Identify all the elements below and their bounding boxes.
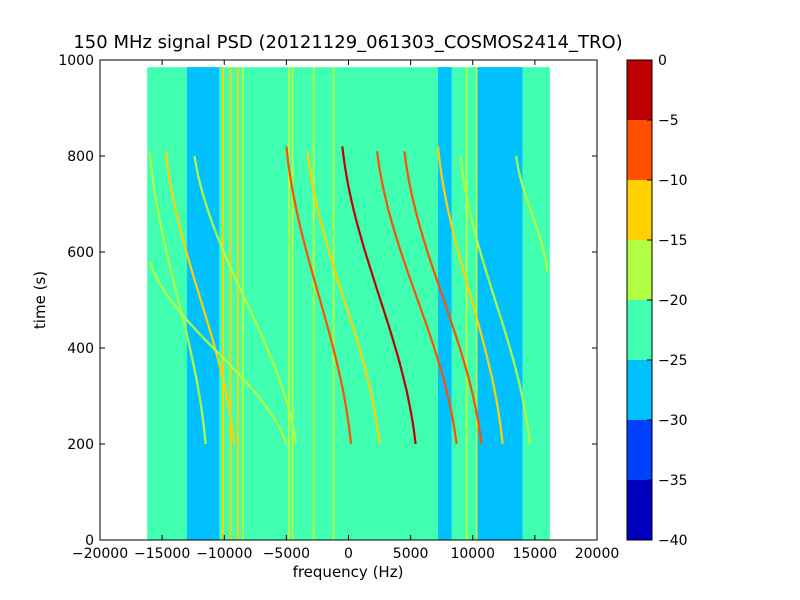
- colorbar-band-0: [627, 480, 652, 540]
- spectrogram: [147, 67, 550, 540]
- doppler-track-8: [148, 261, 288, 445]
- x-tick-label: 20000: [575, 546, 620, 562]
- colorbar-tick-label: −35: [658, 473, 688, 489]
- colorbar-tick-label: −10: [658, 173, 688, 189]
- x-tick-label: 10000: [450, 546, 495, 562]
- colorbar: −40 −35 −30 −25 −20 −15 −10 −5 0: [626, 53, 688, 549]
- doppler-track-4: [403, 151, 483, 445]
- doppler-track-9: [193, 155, 298, 445]
- y-axis-label: time (s): [31, 271, 49, 329]
- colorbar-tick-label: −20: [658, 293, 688, 309]
- doppler-track-7: [148, 151, 207, 445]
- x-tick-label: −5000: [263, 546, 310, 562]
- psd-region-4: [475, 67, 508, 540]
- colorbar-tick-label: −40: [658, 533, 688, 549]
- y-tick-label: 800: [67, 149, 94, 165]
- doppler-track-10: [515, 155, 549, 272]
- x-tick-label: −20000: [72, 546, 128, 562]
- chart-title: 150 MHz signal PSD (20121129_061303_COSM…: [73, 32, 622, 53]
- x-tick-label: 15000: [513, 546, 558, 562]
- colorbar-tick-label: −25: [658, 353, 688, 369]
- doppler-track-5: [436, 146, 504, 445]
- x-axis: −20000 −15000 −10000 −5000 0 5000 10000 15000 20…: [72, 60, 619, 562]
- x-axis-label: frequency (Hz): [293, 563, 404, 581]
- psd-region-2: [208, 67, 220, 540]
- doppler-track-6: [164, 151, 236, 445]
- x-tick-label: 5000: [393, 546, 429, 562]
- doppler-track-0: [285, 146, 353, 445]
- colorbar-band-1: [627, 420, 652, 480]
- x-tick-label: 0: [344, 546, 353, 562]
- colorbar-band-6: [627, 120, 652, 180]
- doppler-track-1: [306, 151, 381, 445]
- x-tick-label: −15000: [134, 546, 190, 562]
- colorbar-tick-label: −15: [658, 233, 688, 249]
- doppler-track-11: [459, 155, 531, 445]
- colorbar-tick-label: −5: [658, 113, 679, 129]
- y-tick-label: 1000: [58, 53, 94, 69]
- colorbar-band-3: [627, 300, 652, 360]
- y-tick-label: 200: [67, 437, 94, 453]
- y-tick-label: 0: [85, 533, 94, 549]
- colorbar-band-2: [627, 360, 652, 420]
- x-tick-label: −10000: [196, 546, 252, 562]
- y-tick-label: 400: [67, 341, 94, 357]
- colorbar-tick-label: −30: [658, 413, 688, 429]
- colorbar-band-5: [627, 180, 652, 240]
- y-axis: 0 200 400 600 800 1000: [58, 53, 597, 549]
- colorbar-band-7: [627, 60, 652, 120]
- psd-region-5: [507, 67, 523, 540]
- colorbar-tick-label: 0: [658, 53, 667, 69]
- doppler-track-3: [376, 151, 458, 445]
- doppler-track-2: [341, 146, 417, 445]
- psd-region-1: [186, 67, 209, 540]
- y-tick-label: 600: [67, 245, 94, 261]
- colorbar-band-4: [627, 240, 652, 300]
